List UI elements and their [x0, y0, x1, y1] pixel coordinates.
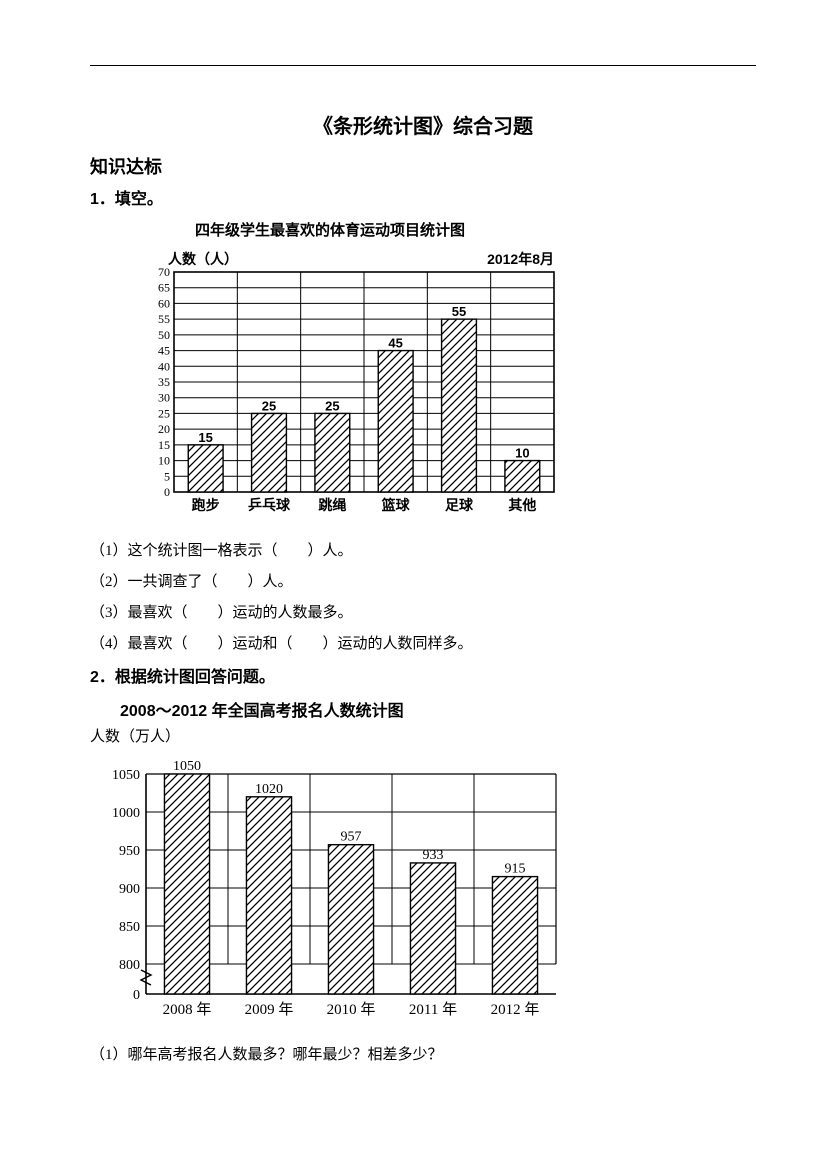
- svg-text:10: 10: [158, 454, 170, 468]
- doc-title: 《条形统计图》综合习题: [90, 110, 756, 139]
- section-heading: 知识达标: [90, 153, 756, 179]
- svg-text:2008 年: 2008 年: [163, 1001, 212, 1018]
- chart1: 人数（人）2012年8月0510152025303540455055606570…: [130, 246, 756, 525]
- svg-text:足球: 足球: [445, 497, 474, 513]
- svg-text:2012 年: 2012 年: [491, 1001, 540, 1018]
- svg-text:跳绳: 跳绳: [318, 497, 346, 513]
- svg-text:2009 年: 2009 年: [245, 1001, 294, 1018]
- svg-text:5: 5: [164, 469, 170, 483]
- svg-text:25: 25: [158, 406, 170, 420]
- q2-heading: 2．根据统计图回答问题。: [90, 663, 756, 687]
- svg-text:55: 55: [452, 304, 466, 319]
- svg-text:乒乓球: 乒乓球: [248, 497, 291, 513]
- svg-text:45: 45: [158, 344, 170, 358]
- svg-text:0: 0: [133, 988, 140, 1003]
- svg-text:1050: 1050: [112, 768, 140, 783]
- svg-text:900: 900: [119, 882, 140, 897]
- svg-text:60: 60: [158, 296, 170, 310]
- q1-sub-4: （4）最喜欢（ ）运动和（ ）运动的人数同样多。: [90, 632, 756, 653]
- q1-sub-1: （1）这个统计图一格表示（ ）人。: [90, 539, 756, 560]
- svg-text:50: 50: [158, 328, 170, 342]
- svg-text:1000: 1000: [112, 806, 140, 821]
- svg-text:55: 55: [158, 312, 170, 326]
- svg-text:850: 850: [119, 920, 140, 935]
- svg-text:20: 20: [158, 422, 170, 436]
- svg-text:30: 30: [158, 391, 170, 405]
- svg-text:950: 950: [119, 844, 140, 859]
- svg-text:其他: 其他: [508, 497, 536, 513]
- chart2: 800 850 900 950 1000 1050 0 1050 2008 年 1020 2009 …: [90, 750, 756, 1029]
- svg-text:957: 957: [341, 830, 362, 845]
- q1-sub-3: （3）最喜欢（ ）运动的人数最多。: [90, 601, 756, 622]
- svg-text:2011 年: 2011 年: [409, 1001, 457, 1018]
- svg-text:2010 年: 2010 年: [327, 1001, 376, 1018]
- svg-text:跑步: 跑步: [192, 497, 220, 513]
- top-rule: [90, 65, 756, 66]
- svg-text:40: 40: [158, 359, 170, 373]
- svg-text:65: 65: [158, 281, 170, 295]
- q1-heading: 1．填空。: [90, 185, 756, 209]
- svg-text:1050: 1050: [173, 759, 201, 774]
- svg-text:70: 70: [158, 265, 170, 279]
- svg-text:篮球: 篮球: [381, 497, 411, 513]
- chart1-title: 四年级学生最喜欢的体育运动项目统计图: [130, 219, 530, 240]
- svg-text:933: 933: [423, 848, 444, 863]
- chart2-ylabel: 人数（万人）: [90, 725, 756, 746]
- svg-text:915: 915: [505, 862, 526, 877]
- q1-sub-2: （2）一共调查了（ ）人。: [90, 570, 756, 591]
- svg-text:35: 35: [158, 375, 170, 389]
- svg-text:0: 0: [164, 485, 170, 499]
- svg-text:25: 25: [262, 398, 276, 413]
- chart2-title: 2008～2012 年全国高考报名人数统计图: [120, 697, 756, 721]
- svg-text:2012年8月: 2012年8月: [487, 251, 554, 267]
- svg-text:15: 15: [158, 438, 170, 452]
- q2-sub-1: （1）哪年高考报名人数最多？哪年最少？相差多少？: [90, 1043, 756, 1064]
- svg-text:25: 25: [325, 398, 339, 413]
- svg-text:45: 45: [388, 336, 402, 351]
- svg-text:10: 10: [515, 446, 529, 461]
- svg-text:人数（人）: 人数（人）: [168, 251, 238, 267]
- svg-text:15: 15: [198, 430, 212, 445]
- svg-text:800: 800: [119, 958, 140, 973]
- svg-text:1020: 1020: [255, 782, 283, 797]
